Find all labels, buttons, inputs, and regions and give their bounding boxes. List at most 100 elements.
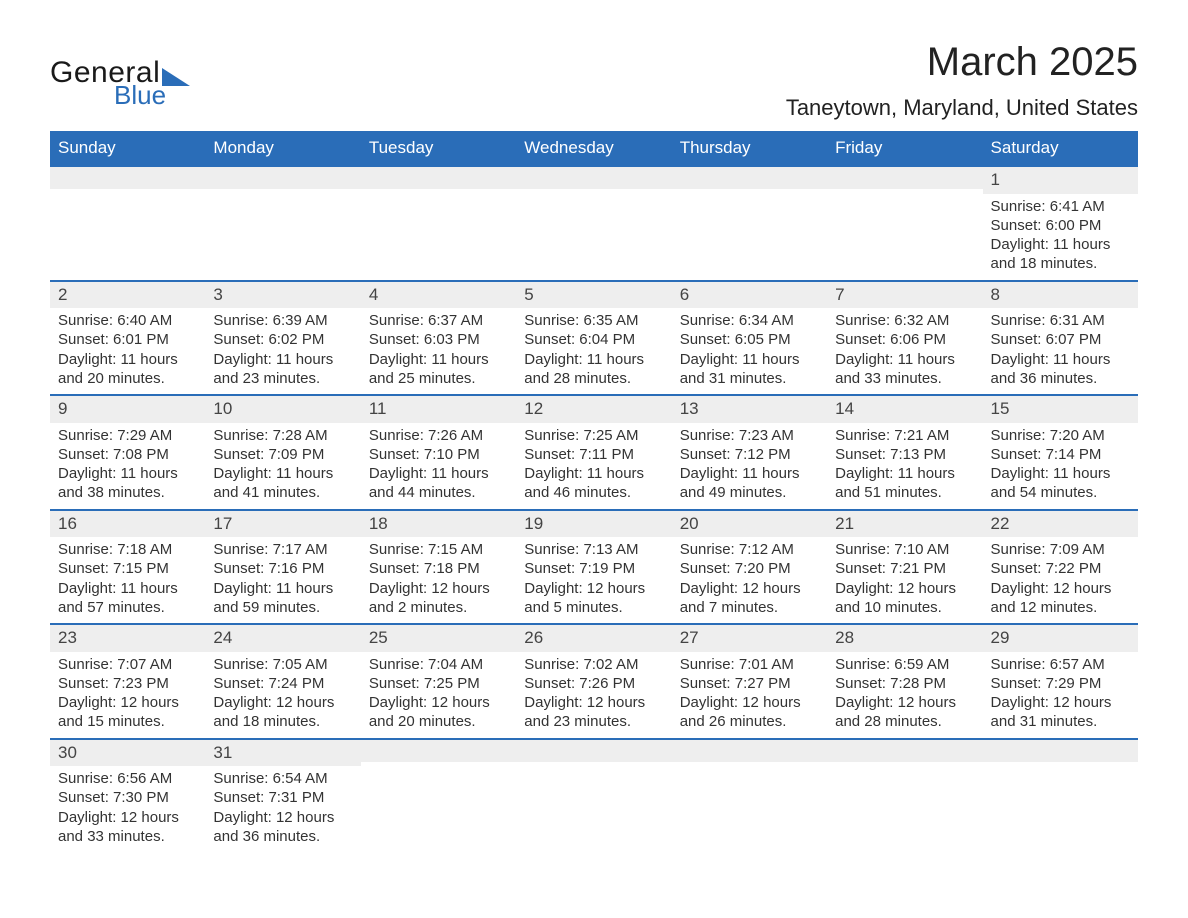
sunrise: Sunrise: 7:13 AM — [524, 540, 663, 559]
sunset: Sunset: 6:06 PM — [835, 330, 974, 349]
sunset: Sunset: 7:09 PM — [213, 445, 352, 464]
daylight: Daylight: 12 hours and 2 minutes. — [369, 579, 508, 617]
empty-day-header — [827, 165, 982, 189]
day-number: 1 — [983, 165, 1138, 194]
sunset: Sunset: 6:02 PM — [213, 330, 352, 349]
day-cell: 16Sunrise: 7:18 AMSunset: 7:15 PMDayligh… — [50, 509, 205, 624]
day-content: Sunrise: 7:28 AMSunset: 7:09 PMDaylight:… — [205, 423, 360, 509]
day-cell: 9Sunrise: 7:29 AMSunset: 7:08 PMDaylight… — [50, 394, 205, 509]
day-content: Sunrise: 7:07 AMSunset: 7:23 PMDaylight:… — [50, 652, 205, 738]
day-number: 7 — [827, 280, 982, 309]
sunrise: Sunrise: 6:56 AM — [58, 769, 197, 788]
empty-day-header — [827, 738, 982, 762]
empty-day-header — [672, 738, 827, 762]
day-number: 31 — [205, 738, 360, 767]
day-content: Sunrise: 7:02 AMSunset: 7:26 PMDaylight:… — [516, 652, 671, 738]
daylight: Daylight: 11 hours and 31 minutes. — [680, 350, 819, 388]
sunrise: Sunrise: 7:07 AM — [58, 655, 197, 674]
sunrise: Sunrise: 7:04 AM — [369, 655, 508, 674]
day-content: Sunrise: 7:04 AMSunset: 7:25 PMDaylight:… — [361, 652, 516, 738]
day-cell — [205, 165, 360, 280]
sunset: Sunset: 6:01 PM — [58, 330, 197, 349]
daylight: Daylight: 12 hours and 10 minutes. — [835, 579, 974, 617]
day-cell: 20Sunrise: 7:12 AMSunset: 7:20 PMDayligh… — [672, 509, 827, 624]
week-row: 9Sunrise: 7:29 AMSunset: 7:08 PMDaylight… — [50, 394, 1138, 509]
sunrise: Sunrise: 7:05 AM — [213, 655, 352, 674]
sunset: Sunset: 7:21 PM — [835, 559, 974, 578]
daylight: Daylight: 12 hours and 7 minutes. — [680, 579, 819, 617]
day-number: 3 — [205, 280, 360, 309]
day-number: 11 — [361, 394, 516, 423]
day-number: 19 — [516, 509, 671, 538]
day-number: 13 — [672, 394, 827, 423]
sunset: Sunset: 7:12 PM — [680, 445, 819, 464]
sunset: Sunset: 7:28 PM — [835, 674, 974, 693]
day-content: Sunrise: 7:18 AMSunset: 7:15 PMDaylight:… — [50, 537, 205, 623]
daylight: Daylight: 11 hours and 28 minutes. — [524, 350, 663, 388]
day-cell: 11Sunrise: 7:26 AMSunset: 7:10 PMDayligh… — [361, 394, 516, 509]
sunset: Sunset: 7:16 PM — [213, 559, 352, 578]
daylight: Daylight: 12 hours and 23 minutes. — [524, 693, 663, 731]
day-cell: 18Sunrise: 7:15 AMSunset: 7:18 PMDayligh… — [361, 509, 516, 624]
col-thursday: Thursday — [672, 131, 827, 165]
sunset: Sunset: 7:23 PM — [58, 674, 197, 693]
day-number: 26 — [516, 623, 671, 652]
empty-day-header — [516, 738, 671, 762]
day-number: 16 — [50, 509, 205, 538]
sunset: Sunset: 7:24 PM — [213, 674, 352, 693]
logo-text-blue: Blue — [114, 82, 190, 108]
sunrise: Sunrise: 7:18 AM — [58, 540, 197, 559]
logo: General Blue — [50, 58, 190, 108]
day-cell — [516, 165, 671, 280]
daylight: Daylight: 12 hours and 12 minutes. — [991, 579, 1130, 617]
day-number: 8 — [983, 280, 1138, 309]
sunset: Sunset: 7:13 PM — [835, 445, 974, 464]
daylight: Daylight: 11 hours and 41 minutes. — [213, 464, 352, 502]
sunrise: Sunrise: 6:57 AM — [991, 655, 1130, 674]
day-cell — [361, 738, 516, 853]
empty-day-header — [205, 165, 360, 189]
empty-day-header — [361, 165, 516, 189]
col-wednesday: Wednesday — [516, 131, 671, 165]
daylight: Daylight: 12 hours and 20 minutes. — [369, 693, 508, 731]
day-content: Sunrise: 6:41 AMSunset: 6:00 PMDaylight:… — [983, 194, 1138, 280]
day-cell — [672, 165, 827, 280]
day-content: Sunrise: 7:20 AMSunset: 7:14 PMDaylight:… — [983, 423, 1138, 509]
day-content: Sunrise: 7:23 AMSunset: 7:12 PMDaylight:… — [672, 423, 827, 509]
day-number: 24 — [205, 623, 360, 652]
day-cell — [983, 738, 1138, 853]
day-cell: 28Sunrise: 6:59 AMSunset: 7:28 PMDayligh… — [827, 623, 982, 738]
sunset: Sunset: 7:31 PM — [213, 788, 352, 807]
daylight: Daylight: 12 hours and 36 minutes. — [213, 808, 352, 846]
day-number: 6 — [672, 280, 827, 309]
daylight: Daylight: 11 hours and 44 minutes. — [369, 464, 508, 502]
col-saturday: Saturday — [983, 131, 1138, 165]
sunset: Sunset: 7:22 PM — [991, 559, 1130, 578]
daylight: Daylight: 11 hours and 46 minutes. — [524, 464, 663, 502]
week-row: 16Sunrise: 7:18 AMSunset: 7:15 PMDayligh… — [50, 509, 1138, 624]
day-content: Sunrise: 7:29 AMSunset: 7:08 PMDaylight:… — [50, 423, 205, 509]
day-cell: 3Sunrise: 6:39 AMSunset: 6:02 PMDaylight… — [205, 280, 360, 395]
day-content: Sunrise: 6:37 AMSunset: 6:03 PMDaylight:… — [361, 308, 516, 394]
day-content: Sunrise: 7:17 AMSunset: 7:16 PMDaylight:… — [205, 537, 360, 623]
day-cell: 12Sunrise: 7:25 AMSunset: 7:11 PMDayligh… — [516, 394, 671, 509]
day-number: 30 — [50, 738, 205, 767]
day-number: 29 — [983, 623, 1138, 652]
calendar-table: Sunday Monday Tuesday Wednesday Thursday… — [50, 131, 1138, 852]
day-number: 27 — [672, 623, 827, 652]
week-row: 23Sunrise: 7:07 AMSunset: 7:23 PMDayligh… — [50, 623, 1138, 738]
sunrise: Sunrise: 7:01 AM — [680, 655, 819, 674]
day-content: Sunrise: 6:32 AMSunset: 6:06 PMDaylight:… — [827, 308, 982, 394]
day-cell: 10Sunrise: 7:28 AMSunset: 7:09 PMDayligh… — [205, 394, 360, 509]
day-number: 9 — [50, 394, 205, 423]
sunrise: Sunrise: 7:20 AM — [991, 426, 1130, 445]
day-content: Sunrise: 6:56 AMSunset: 7:30 PMDaylight:… — [50, 766, 205, 852]
day-cell — [827, 165, 982, 280]
day-cell — [827, 738, 982, 853]
day-number: 2 — [50, 280, 205, 309]
day-content: Sunrise: 6:54 AMSunset: 7:31 PMDaylight:… — [205, 766, 360, 852]
day-number: 21 — [827, 509, 982, 538]
day-number: 5 — [516, 280, 671, 309]
header: General Blue March 2025 Taneytown, Maryl… — [50, 40, 1138, 121]
sunrise: Sunrise: 6:32 AM — [835, 311, 974, 330]
